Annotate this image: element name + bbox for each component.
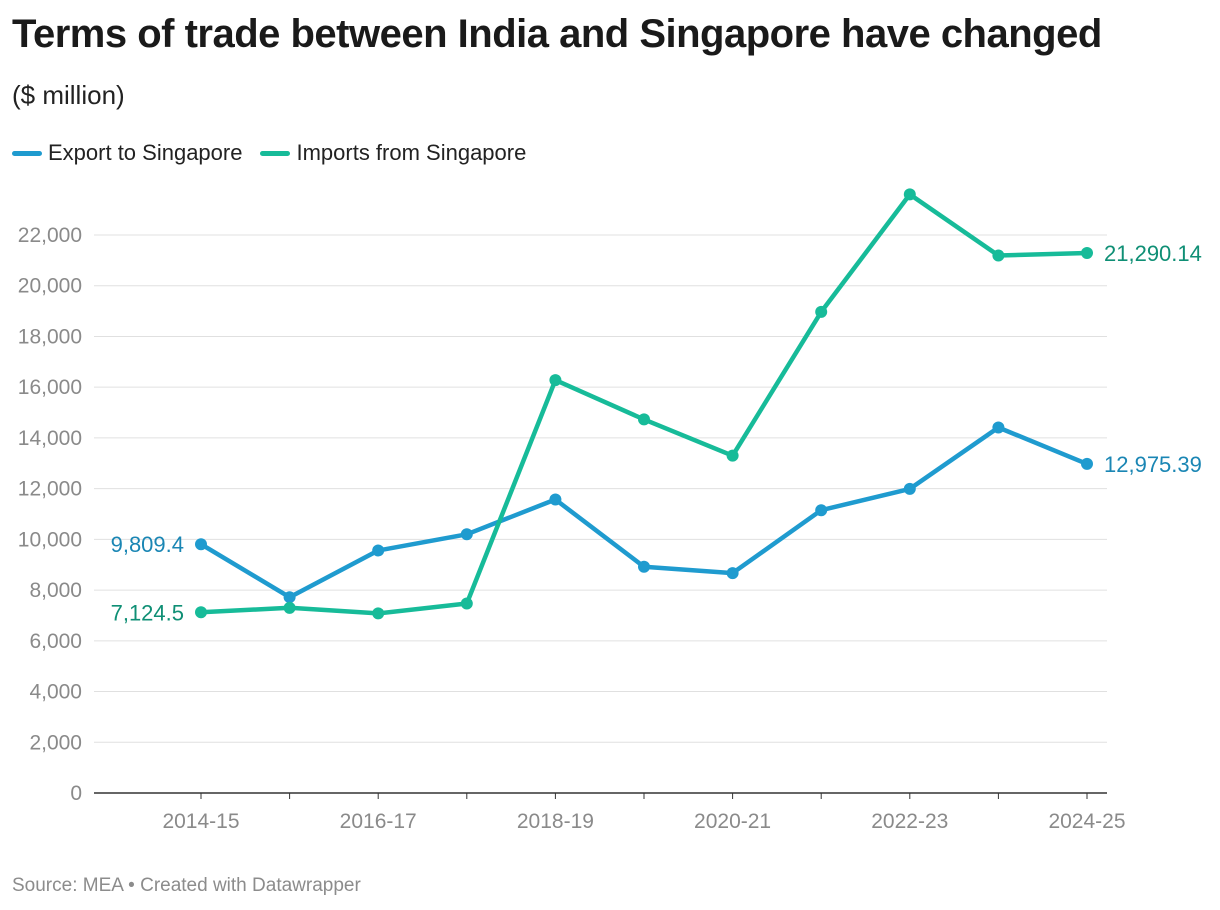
legend-item-imports: Imports from Singapore (260, 140, 526, 166)
chart-subtitle: ($ million) (12, 80, 125, 110)
imports-point (638, 413, 650, 426)
legend-swatch-imports (260, 150, 291, 156)
export-point (815, 504, 828, 517)
x-tick-label: 2024-25 (1048, 810, 1125, 833)
source-note: Source: MEA • Created with Datawrapper (12, 875, 361, 896)
imports-point (815, 305, 828, 318)
imports-point (283, 601, 296, 614)
imports-point (195, 606, 207, 619)
chart-legend: Export to Singapore Imports from Singapo… (12, 140, 544, 166)
imports-point (372, 607, 385, 620)
chart-title: Terms of trade between India and Singapo… (12, 12, 1102, 56)
y-tick-label: 8,000 (29, 579, 82, 602)
imports-point (726, 449, 739, 462)
export-point (903, 482, 916, 495)
imports-start-label: 7,124.5 (111, 600, 184, 625)
imports-point (1081, 247, 1093, 260)
imports-point (992, 249, 1005, 262)
y-tick-label: 22,000 (18, 224, 82, 247)
y-tick-label: 12,000 (18, 478, 82, 501)
export-start-label: 9,809.4 (111, 532, 184, 557)
y-tick-label: 16,000 (18, 376, 82, 399)
export-point (726, 567, 739, 580)
imports-point (549, 374, 562, 387)
x-tick-label: 2014-15 (162, 810, 239, 833)
x-tick-label: 2020-21 (694, 810, 771, 833)
export-point (638, 560, 650, 573)
y-tick-label: 14,000 (18, 427, 82, 450)
imports-point (460, 597, 473, 610)
y-tick-label: 20,000 (18, 275, 82, 298)
export-point (549, 493, 562, 506)
imports-end-label: 21,290.14 (1104, 241, 1202, 266)
y-tick-label: 10,000 (18, 528, 82, 551)
y-tick-label: 4,000 (29, 681, 82, 704)
export-point (372, 544, 385, 557)
y-tick-label: 0 (70, 782, 82, 805)
x-tick-label: 2018-19 (517, 810, 594, 833)
export-point (195, 538, 207, 551)
legend-item-export: Export to Singapore (12, 140, 242, 166)
legend-label-export: Export to Singapore (48, 140, 243, 165)
y-tick-label: 2,000 (29, 731, 82, 754)
legend-label-imports: Imports from Singapore (296, 140, 527, 165)
x-tick-label: 2022-23 (871, 810, 948, 833)
export-point (283, 591, 296, 604)
x-tick-label: 2016-17 (340, 810, 417, 833)
y-tick-label: 18,000 (18, 325, 82, 348)
export-point (992, 421, 1005, 434)
legend-swatch-export (12, 150, 42, 156)
export-end-label: 12,975.39 (1104, 452, 1202, 477)
y-tick-label: 6,000 (29, 630, 82, 653)
export-point (460, 528, 473, 541)
export-point (1081, 457, 1093, 470)
imports-point (903, 188, 916, 201)
imports-line (198, 192, 1090, 616)
